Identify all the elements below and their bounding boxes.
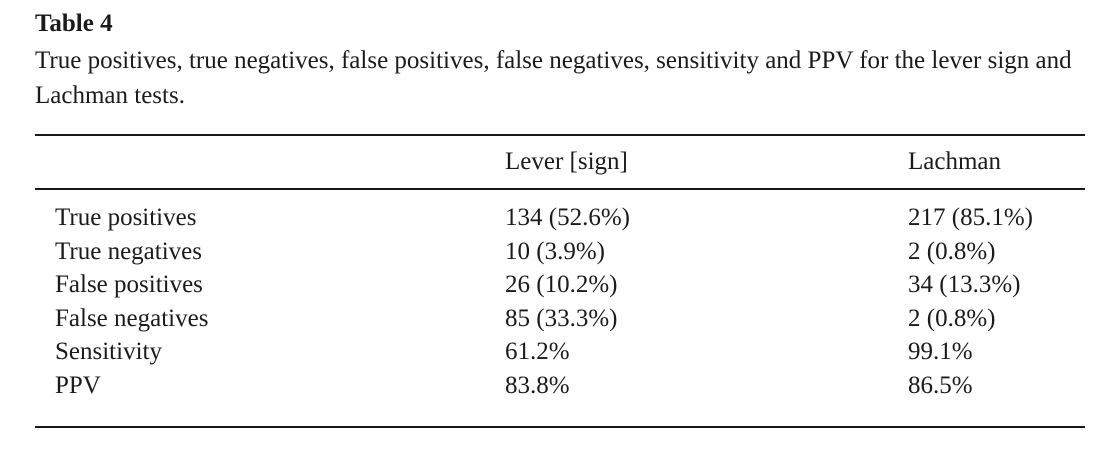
table-row: False negatives 85 (33.3%) 2 (0.8%) [35, 302, 1085, 336]
row-label: False negatives [55, 304, 209, 332]
lachman-value: 34 (13.3%) [908, 271, 1021, 298]
row-label: True negatives [55, 237, 202, 265]
table-row: False positives 26 (10.2%) 34 (13.3%) [35, 268, 1085, 302]
lever-value: 10 (3.9%) [505, 237, 605, 265]
row-label: False positives [55, 271, 203, 298]
header-cell-lever: Lever [sign] [505, 135, 908, 190]
header-cell-lachman: Lachman [908, 135, 1085, 190]
row-label: PPV [55, 371, 101, 399]
lachman-value: 2 (0.8%) [908, 237, 996, 265]
table-caption: True positives, true negatives, false po… [35, 47, 1072, 109]
table-body: True positives 134 (52.6%) 217 (85.1%) T… [35, 189, 1085, 427]
table-row: PPV 83.8% 86.5% [35, 369, 1085, 428]
results-table: Lever [sign] Lachman True positives 134 … [35, 134, 1085, 428]
lachman-value: 86.5% [908, 371, 973, 399]
row-label: Sensitivity [55, 338, 162, 365]
table-label: Table 4 [35, 10, 113, 37]
header-cell-metric [35, 135, 505, 190]
lever-value: 26 (10.2%) [505, 271, 618, 298]
table-header: Lever [sign] Lachman [35, 135, 1085, 190]
lachman-value: 2 (0.8%) [908, 304, 996, 332]
lever-value: 83.8% [505, 371, 570, 399]
row-label: True positives [55, 204, 197, 231]
table-row: True negatives 10 (3.9%) 2 (0.8%) [35, 235, 1085, 269]
lever-value: 61.2% [505, 338, 570, 365]
header-row: Lever [sign] Lachman [35, 135, 1085, 190]
lachman-value: 99.1% [908, 338, 973, 365]
table-row: Sensitivity 61.2% 99.1% [35, 335, 1085, 369]
lever-value: 85 (33.3%) [505, 304, 618, 332]
paper-table-figure: Table 4 True positives, true negatives, … [35, 10, 1085, 428]
lachman-value: 217 (85.1%) [908, 204, 1033, 231]
table-row: True positives 134 (52.6%) 217 (85.1%) [35, 189, 1085, 235]
lever-value: 134 (52.6%) [505, 204, 630, 231]
